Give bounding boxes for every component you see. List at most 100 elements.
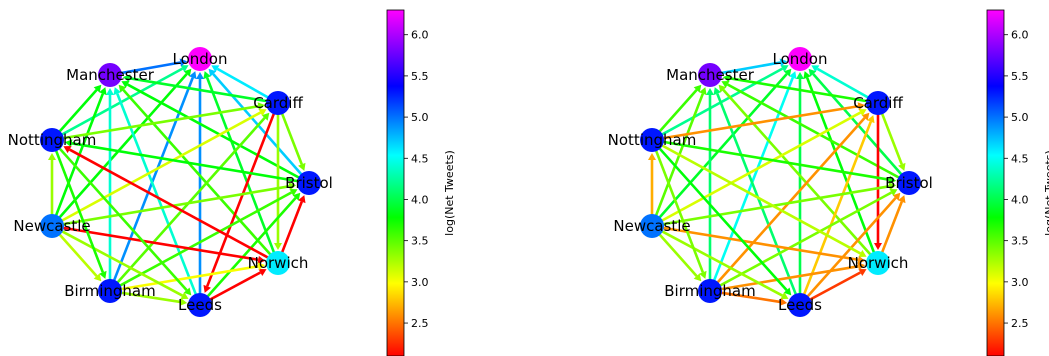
edge-line [129, 77, 269, 103]
edge-norwich-to-london [203, 71, 276, 255]
edge-line [660, 229, 783, 297]
edge-norwich-to-bristol [880, 195, 906, 255]
edge-arrowhead [858, 249, 867, 257]
edge-arrowhead [808, 68, 817, 77]
edge-line [657, 73, 788, 220]
edge-arrowhead [203, 71, 211, 80]
edge-arrowhead [180, 65, 189, 73]
edge-birmingham-to-cardiff [115, 112, 270, 285]
colorbar-tick-label: 4.0 [1011, 193, 1029, 206]
edge-line [57, 146, 188, 291]
edge-line [68, 148, 270, 260]
edge-line [57, 232, 98, 277]
edge-newcastle-to-nottingham [648, 153, 656, 216]
edge-cardiff-to-manchester [122, 74, 269, 103]
edge-line [729, 77, 869, 103]
edge-line [880, 201, 903, 255]
edge-leeds-to-cardiff [802, 115, 875, 297]
edge-arrowhead [888, 182, 897, 191]
edge-arrowhead [858, 109, 867, 117]
edge-arrowhead [858, 268, 867, 277]
edge-cardiff-to-norwich [274, 113, 282, 250]
edge-nottingham-to-birmingham [654, 148, 707, 279]
edge-line [126, 83, 301, 180]
edge-line [726, 83, 901, 180]
edge-arrowhead [196, 72, 204, 79]
node-label-nottingham: Nottingham [8, 131, 97, 149]
edge-arrowhead [298, 162, 306, 171]
edge-line [880, 111, 903, 165]
node-labels: London Cardiff Bristol Norwich Leeds Birmingh… [8, 50, 333, 314]
colorbar-tick-label: 4.5 [1011, 152, 1029, 165]
colorbar-tick-label: 4.0 [411, 193, 429, 206]
node-label-london: London [773, 50, 828, 68]
colorbar-tick-label: 5.5 [1011, 70, 1029, 83]
edge-arrowhead [113, 87, 122, 96]
edge-arrowhead [292, 192, 301, 201]
node-label-birmingham: Birmingham [64, 282, 155, 300]
edge-arrowhead [713, 87, 722, 96]
edge-bristol-to-manchester [121, 81, 301, 180]
edge-line [802, 121, 873, 297]
node-norwich [266, 251, 290, 275]
edge-arrowhead [706, 88, 714, 95]
node-birmingham [698, 279, 722, 303]
edge-arrowhead [179, 58, 188, 67]
edge-norwich-to-manchester [718, 84, 873, 257]
edge-line [280, 111, 303, 165]
colorbar-tick-label: 2.5 [411, 317, 429, 330]
edge-leeds-to-london [796, 72, 804, 295]
node-leeds [188, 293, 212, 317]
colorbar-tick-label: 5.5 [411, 70, 429, 83]
edge-manchester-to-london [119, 58, 188, 75]
edge-arrowhead [48, 153, 56, 160]
edge-arrowhead [699, 270, 707, 279]
colorbar-gradient [986, 9, 1005, 356]
edge-birmingham-to-manchester [706, 88, 714, 281]
edge-line [660, 111, 862, 223]
edge-arrowhead [289, 189, 298, 197]
node-norwich [866, 251, 890, 275]
edge-arrowhead [258, 268, 267, 277]
edge-nottingham-to-leeds [57, 146, 192, 296]
edge-line [118, 191, 293, 288]
node-labels: London Cardiff Bristol Norwich Leeds Birmingh… [608, 50, 933, 314]
edge-arrowhead [892, 192, 901, 201]
edge-newcastle-to-london [57, 68, 192, 220]
node-label-nottingham: Nottingham [608, 131, 697, 149]
edge-line [61, 185, 290, 226]
edge-norwich-to-nottingham [63, 146, 270, 260]
edge-arrowhead [183, 68, 192, 77]
edge-nottingham-to-birmingham [54, 148, 107, 279]
colorbar-label: log(Net Tweets) [443, 150, 456, 236]
edge-arrowhead [298, 195, 306, 204]
node-cardiff [266, 91, 290, 115]
node-label-manchester: Manchester [666, 66, 755, 84]
edge-line [661, 140, 890, 181]
edge-arrowhead [780, 292, 789, 300]
edge-arrowhead [779, 297, 788, 306]
edge-line [280, 201, 303, 255]
edge-line [205, 111, 276, 287]
edge-line [816, 67, 870, 100]
colorbar-tick-label: 3.5 [1011, 235, 1029, 248]
edge-arrowhead [803, 71, 811, 80]
edge-norwich-to-bristol [280, 195, 306, 255]
edge-arrowhead [874, 243, 882, 250]
edge-leeds-to-london [196, 72, 204, 295]
edge-nottingham-to-manchester [657, 84, 702, 134]
edge-newcastle-to-cardiff [60, 109, 267, 223]
edge-arrowhead [274, 243, 282, 250]
colorbar: 2.5 3.0 3.5 4.0 4.5 5.0 5.5 6.0 log(Net Tweets) [986, 9, 1049, 356]
edge-arrowhead [93, 273, 102, 282]
edge-arrowhead [99, 270, 107, 279]
node-label-birmingham: Birmingham [664, 282, 755, 300]
network-chart-left: London Cardiff Bristol Norwich Leeds Birmingh… [8, 9, 456, 356]
edge-line [661, 185, 890, 226]
edge-birmingham-to-manchester [106, 88, 114, 281]
colorbar: 2.5 3.0 3.5 4.0 4.5 5.0 5.5 6.0 log(Net Tweets) [386, 9, 456, 356]
edge-line [61, 226, 259, 262]
edge-line [60, 229, 183, 297]
edge-arrowhead [857, 102, 866, 111]
edge-nottingham-to-leeds [657, 146, 792, 296]
